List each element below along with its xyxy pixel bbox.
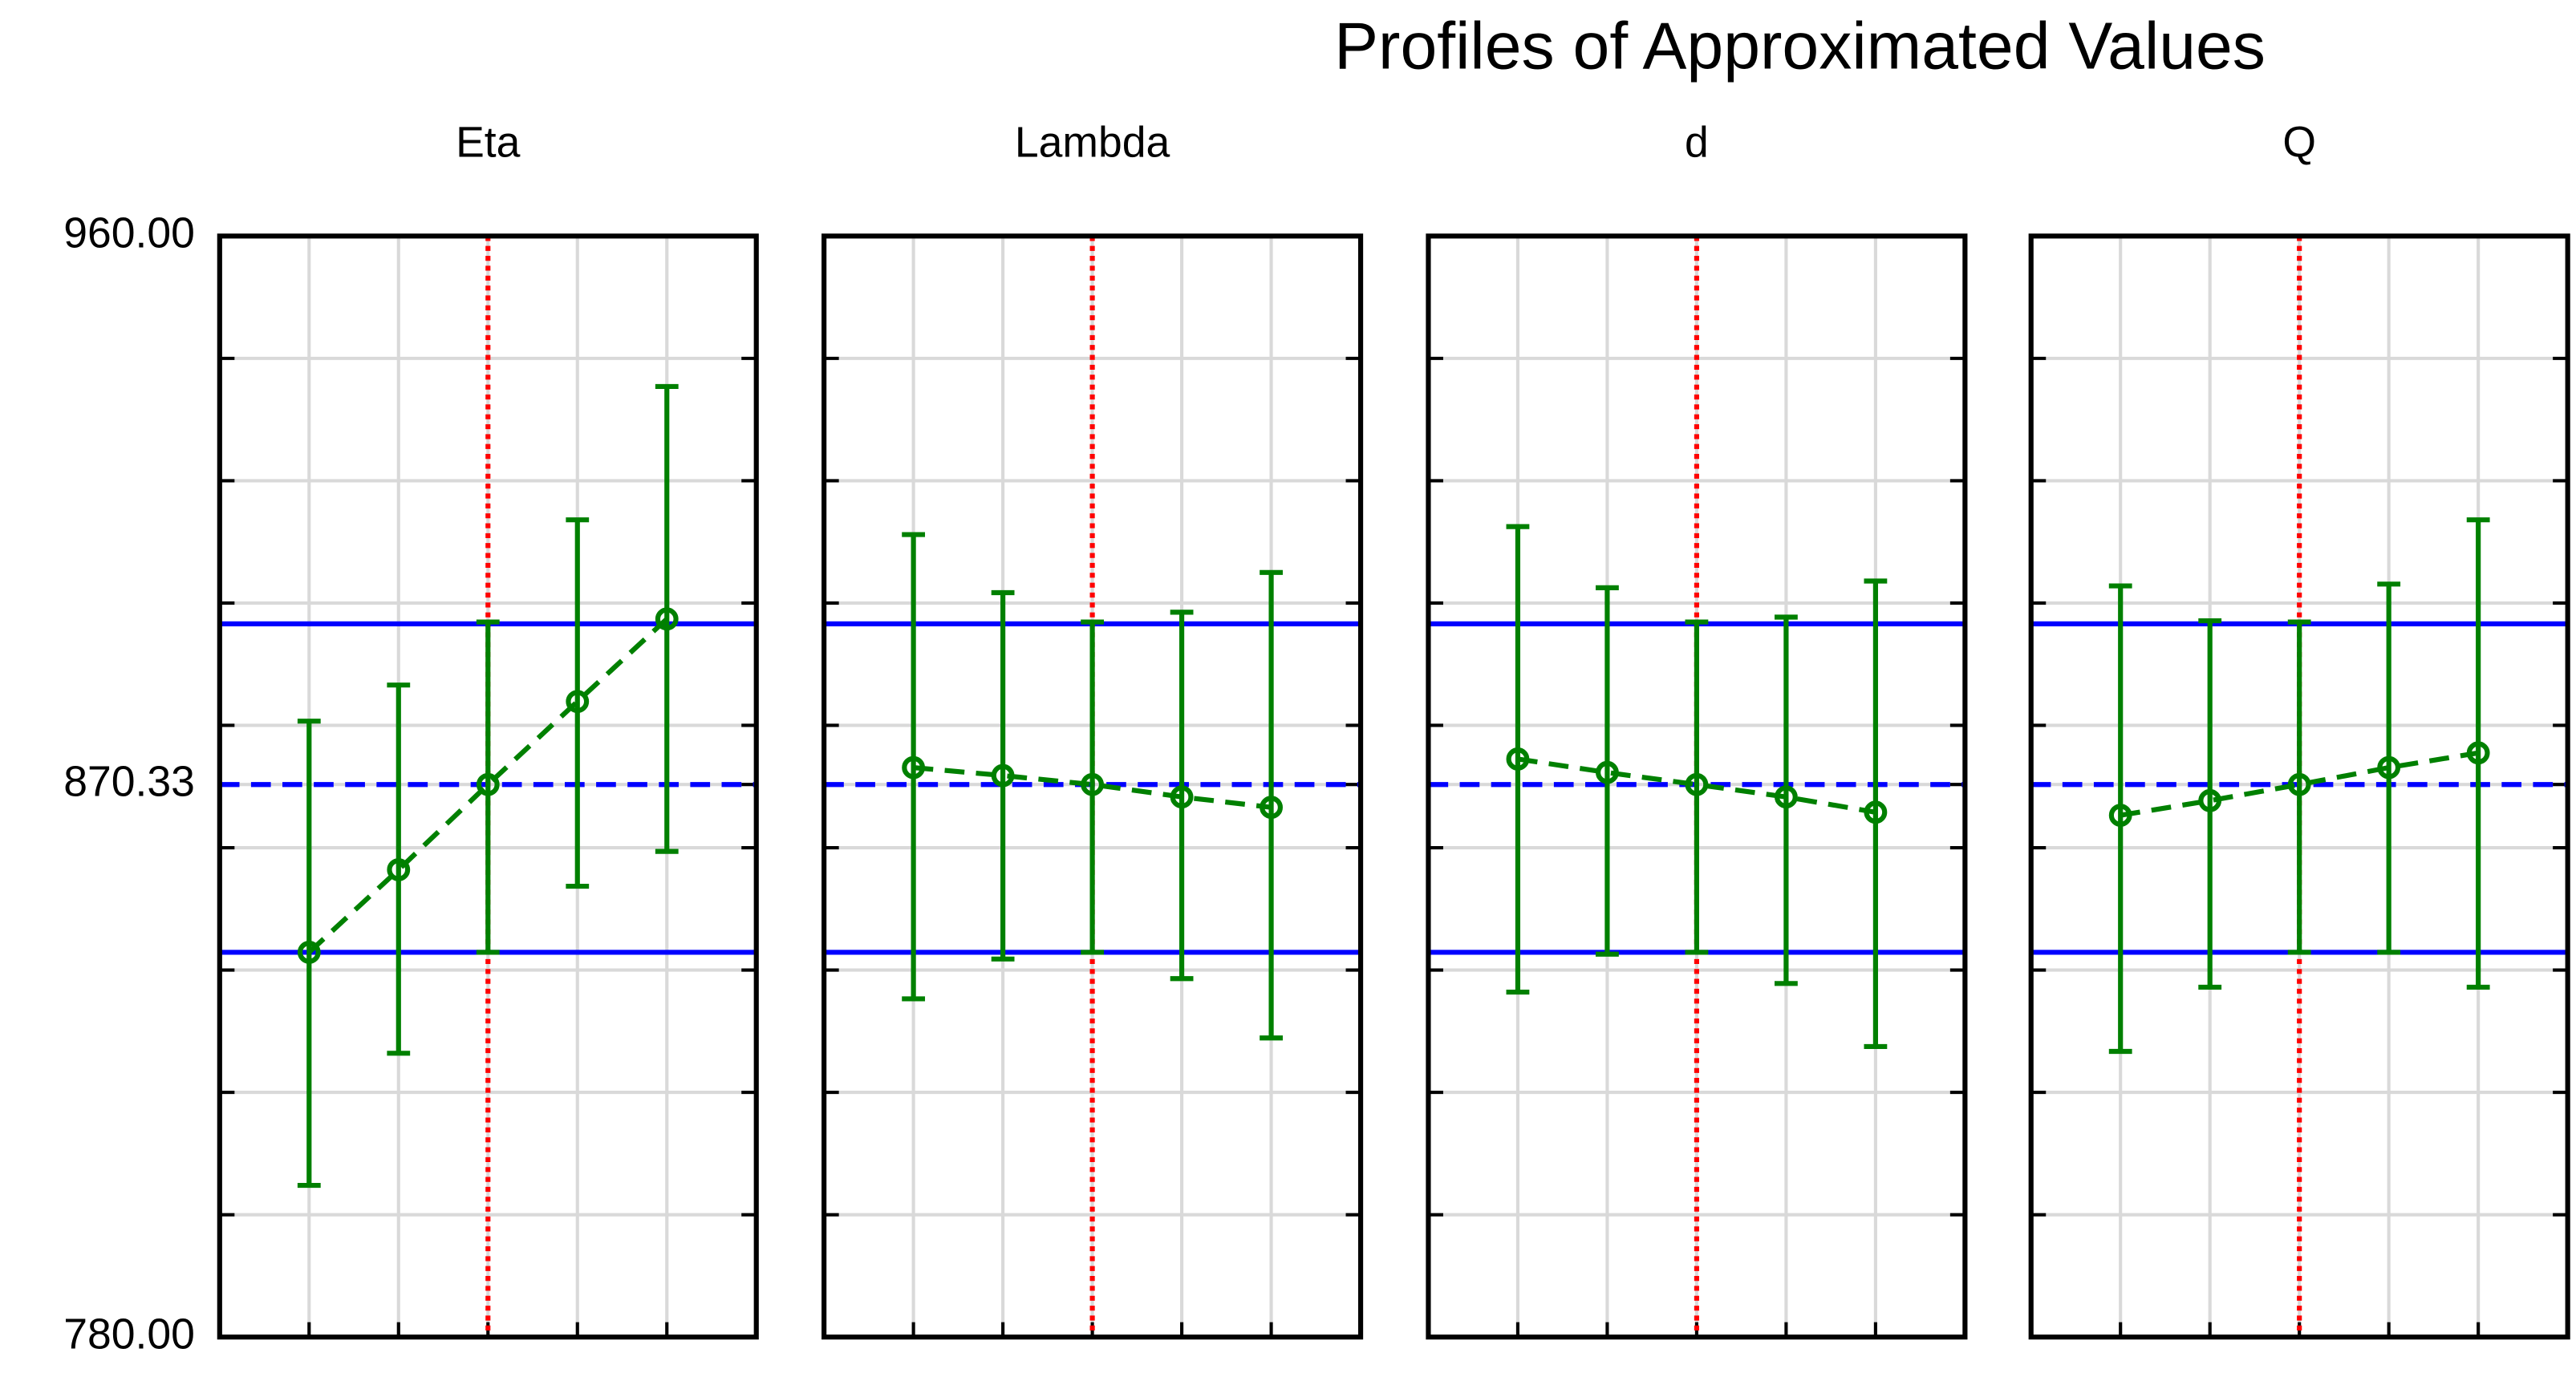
point [1170,785,1194,809]
point [297,941,321,964]
point [1260,796,1283,820]
point [1775,785,1798,809]
panel-title: Eta [456,119,521,166]
point [2377,755,2401,780]
panel-frame [821,233,1364,1340]
point [1596,760,1619,784]
point [1864,800,1888,824]
y-tick-label: 960.00 [63,209,195,257]
point [2466,741,2490,765]
point [1685,772,1709,796]
panel-frame [217,233,759,1340]
point [1081,772,1105,796]
point [902,755,926,780]
panel-frame [2028,233,2570,1340]
y-tick-label: 870.33 [63,758,195,805]
panel-frame [1426,233,1968,1340]
profile-line [1517,756,1876,815]
profile-line [913,765,1272,810]
panel-title: Lambda [1015,119,1170,166]
chart-title: Profiles of Approximated Values [1334,10,2266,83]
point [2198,788,2222,812]
point [2108,804,2132,828]
y-tick-label: 780.00 [63,1310,195,1358]
point [387,858,411,881]
point [1506,747,1530,771]
point [476,772,500,796]
panel-title: Q [2282,119,2316,166]
point [566,690,590,714]
point [655,607,679,631]
profile-line [307,617,669,954]
point [991,763,1015,788]
point [2287,772,2311,796]
panel-title: d [1685,119,1709,166]
